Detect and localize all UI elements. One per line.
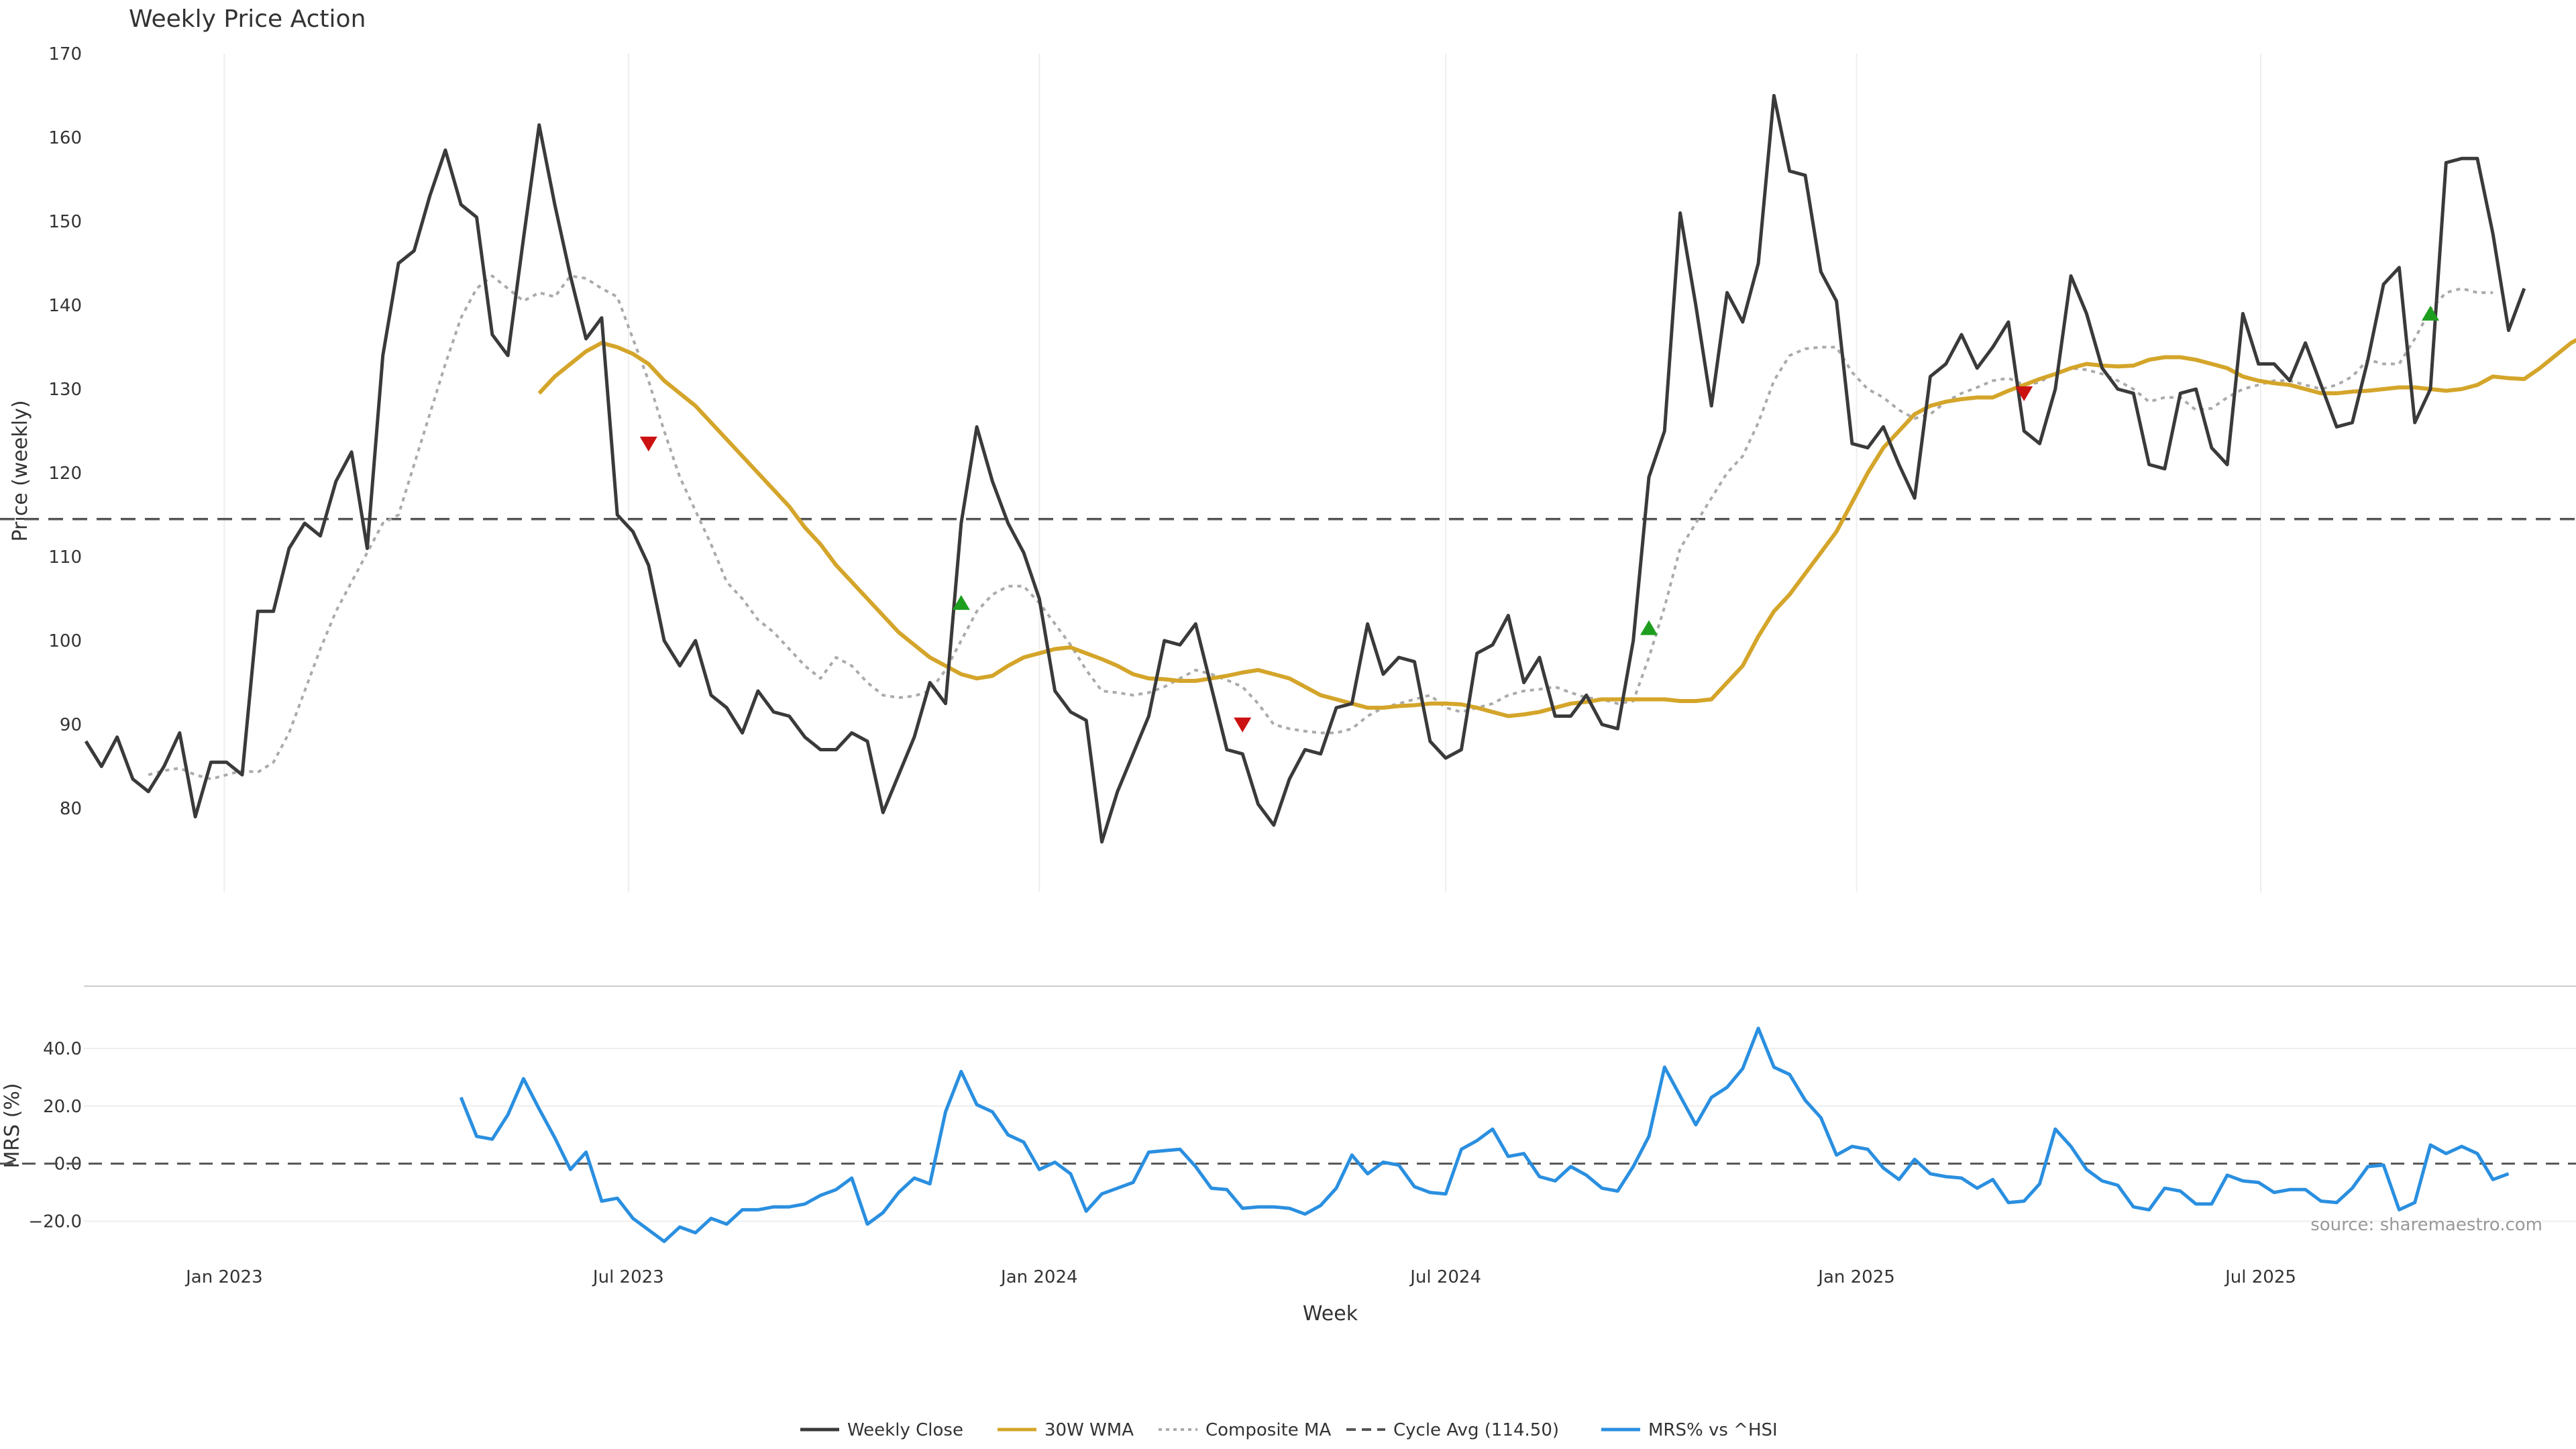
price-y-tick: 120 — [48, 464, 82, 484]
legend-item: MRS% vs ^HSI — [1601, 1420, 1778, 1440]
mrs-y-tick: 40.0 — [43, 1039, 82, 1059]
x-tick-label: Jan 2025 — [1817, 1267, 1895, 1287]
price-vertical-grid — [223, 54, 2262, 892]
price-y-tick-labels: 80 90 100 110 120 130 140 150 160 170 — [48, 44, 82, 819]
price-series-lines — [84, 94, 2576, 844]
mrs-panel: −20.00.020.040.0 MRS (%) source: sharema… — [0, 985, 2576, 1244]
legend-item: 30W WMA — [998, 1420, 1134, 1440]
mrs-y-tick: 20.0 — [43, 1097, 82, 1117]
legend-label: Weekly Close — [847, 1420, 963, 1440]
weekly-close-line — [84, 94, 2526, 844]
x-tick-labels: Jan 2023 Jul 2023 Jan 2024 Jul 2024 Jan 2025… — [184, 1267, 2296, 1287]
mrs-line — [459, 1026, 2510, 1244]
price-y-tick: 100 — [48, 631, 82, 651]
price-y-tick: 170 — [48, 44, 82, 64]
mrs-series-line — [459, 1026, 2510, 1244]
x-tick-label: Jul 2023 — [592, 1267, 664, 1287]
price-y-tick: 110 — [48, 547, 82, 568]
sell-signal-marker — [2015, 386, 2033, 401]
signal-markers — [639, 305, 2439, 733]
mrs-horizontal-grid — [84, 1047, 2576, 1222]
price-panel: 80 90 100 110 120 130 140 150 160 170 Price (week… — [0, 44, 2576, 892]
sell-signal-marker — [639, 436, 657, 451]
sell-signal-marker — [1234, 717, 1252, 733]
buy-signal-marker — [2422, 305, 2439, 321]
x-tick-label: Jul 2025 — [2224, 1267, 2296, 1287]
legend-label: 30W WMA — [1044, 1420, 1134, 1440]
price-y-tick: 160 — [48, 128, 82, 148]
legend: Weekly Close 30W WMA Composite MA Cycle Avg… — [800, 1420, 1778, 1440]
x-axis-label: Week — [1303, 1302, 1358, 1326]
buy-signal-marker — [952, 595, 970, 610]
composite-ma-line — [148, 274, 2493, 781]
mrs-y-axis-label: MRS (%) — [1, 1083, 24, 1168]
legend-label: MRS% vs ^HSI — [1648, 1420, 1778, 1440]
x-tick-label: Jan 2023 — [184, 1267, 263, 1287]
price-y-tick: 140 — [48, 296, 82, 316]
x-tick-label: Jul 2024 — [1409, 1267, 1481, 1287]
price-y-axis-label: Price (weekly) — [9, 400, 32, 541]
mrs-y-tick-labels: −20.00.020.040.0 — [28, 1039, 82, 1232]
legend-label: Composite MA — [1205, 1420, 1331, 1440]
x-tick-label: Jan 2024 — [1000, 1267, 1078, 1287]
price-y-tick: 80 — [60, 799, 82, 819]
wma-line — [537, 337, 2576, 718]
legend-item: Weekly Close — [800, 1420, 963, 1440]
chart-title: Weekly Price Action — [129, 5, 366, 33]
price-y-tick: 150 — [48, 212, 82, 232]
buy-signal-marker — [1640, 620, 1658, 635]
legend-item: Cycle Avg (114.50) — [1346, 1420, 1559, 1440]
mrs-y-tick: −20.0 — [28, 1212, 82, 1232]
legend-item: Composite MA — [1159, 1420, 1331, 1440]
price-y-tick: 130 — [48, 380, 82, 400]
legend-label: Cycle Avg (114.50) — [1393, 1420, 1559, 1440]
source-label: source: sharemaestro.com — [2310, 1215, 2542, 1235]
price-y-tick: 90 — [60, 715, 82, 735]
